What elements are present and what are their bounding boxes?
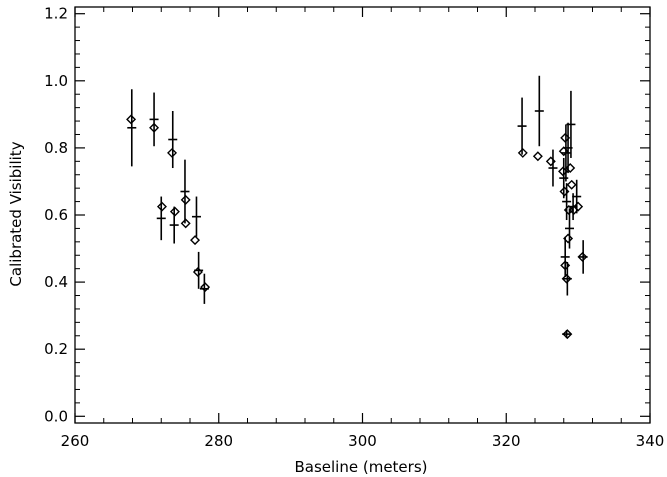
diamond-marker (545, 156, 556, 167)
diamond-marker (562, 329, 573, 340)
diamond-marker (577, 251, 588, 262)
diamond-marker (192, 267, 203, 278)
diamond-marker (167, 147, 178, 158)
y-axis-label: Calibrated Visibility (7, 141, 25, 286)
diamond-marker (561, 273, 572, 284)
diamond-marker (200, 282, 211, 293)
axis-ticks-group (74, 7, 651, 423)
x-tick-label: 300 (348, 432, 377, 450)
diamond-marker (563, 233, 574, 244)
diamond-marker (126, 114, 137, 125)
y-tick-label: 0.6 (44, 206, 68, 224)
x-tick-label: 280 (204, 432, 233, 450)
diamond-marker (190, 235, 201, 246)
x-tick-label: 320 (492, 432, 521, 450)
diamond-marker (560, 260, 571, 271)
diamond-marker (149, 122, 160, 133)
diamond-marker (180, 218, 191, 229)
y-tick-label: 0.0 (44, 407, 68, 425)
diamond-marker (156, 201, 167, 212)
y-tick-label: 0.4 (44, 273, 68, 291)
diamond-marker (169, 206, 180, 217)
y-tick-label: 1.0 (44, 72, 68, 90)
diamond-marker (559, 186, 570, 197)
diamond-marker (566, 179, 577, 190)
x-tick-labels-group: 260 280 300 320 340 (61, 432, 665, 450)
diamond-marker (532, 151, 543, 162)
diamond-marker (573, 201, 584, 212)
y-tick-label: 0.2 (44, 340, 68, 358)
data-marks-group (126, 75, 588, 340)
x-tick-label: 340 (636, 432, 665, 450)
diamond-marker (180, 194, 191, 205)
y-tick-labels-group: 0.0 0.2 0.4 0.6 0.8 1.0 1.2 (44, 5, 68, 426)
diamond-marker (558, 146, 569, 157)
diamond-marker (558, 166, 569, 177)
x-axis-label: Baseline (meters) (294, 458, 427, 476)
x-tick-label: 260 (61, 432, 90, 450)
y-tick-label: 1.2 (44, 5, 68, 23)
diamond-marker (517, 147, 528, 158)
diamond-marker (560, 132, 571, 143)
y-tick-label: 0.8 (44, 139, 68, 157)
diamond-marker (565, 163, 576, 174)
